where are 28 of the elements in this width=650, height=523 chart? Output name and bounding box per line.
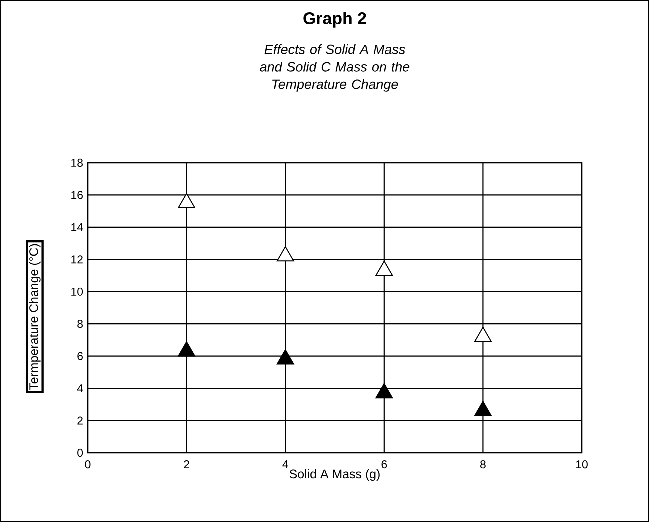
point (474, 401, 492, 416)
y-axis-title: Termperature Change (°C) (29, 244, 41, 390)
chart-subtitle: Effects of Solid A Mass and Solid C Mass on the Temperature Change (260, 44, 410, 92)
point (376, 383, 394, 399)
y-tick-label: 2 (78, 416, 83, 425)
point (178, 193, 196, 209)
chart-title: Graph 2 (304, 12, 366, 28)
point (178, 341, 196, 357)
x-tick-label: 8 (480, 460, 486, 469)
y-tick-label: 10 (72, 288, 84, 296)
x-tick-label: 0 (85, 460, 91, 469)
y-tick-label: 0 (78, 448, 84, 458)
y-tick-label: 8 (78, 320, 83, 328)
x-tick-label: 4 (282, 460, 288, 468)
y-tick-label: 6 (78, 352, 83, 360)
point (376, 260, 394, 276)
y-tick-label: 18 (72, 158, 83, 168)
y-tick-label: 14 (72, 223, 84, 232)
point (276, 350, 294, 365)
point (276, 246, 294, 262)
x-tick-label: 2 (184, 460, 190, 469)
point (474, 326, 492, 342)
x-tick-label: 6 (382, 460, 388, 469)
y-tick-label: 12 (72, 256, 83, 264)
x-tick-label: 10 (576, 460, 588, 469)
x-axis-title: Solid A Mass (g) (290, 469, 380, 482)
y-tick-label: 16 (72, 191, 83, 200)
y-tick-label: 4 (77, 384, 84, 392)
